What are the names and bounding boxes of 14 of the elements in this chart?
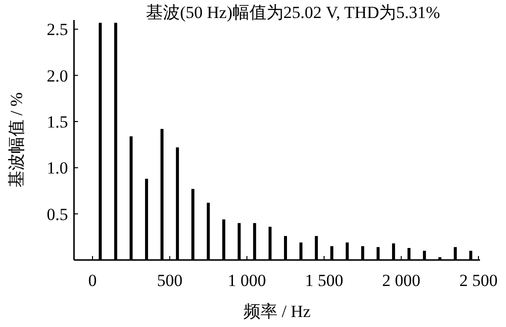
y-tick-label: 2.5	[46, 20, 68, 40]
y-tick-label: 0.5	[46, 204, 68, 224]
chart-title: 基波(50 Hz)幅值为25.02 V, THD为5.31%	[146, 3, 440, 22]
x-tick-label: 500	[156, 271, 182, 290]
x-tick-label: 0	[88, 271, 97, 290]
y-tick-label: 2.0	[46, 66, 68, 86]
x-axis-title: 频率 / Hz	[243, 302, 311, 321]
x-tick-label: 2 500	[459, 271, 498, 290]
x-tick-label: 1 500	[304, 271, 344, 290]
y-tick-label: 1.0	[46, 158, 68, 178]
x-tick-label: 1 000	[228, 271, 266, 290]
y-tick-label: 1.5	[46, 112, 68, 132]
y-axis-title: 基波幅值 / %	[7, 92, 26, 188]
x-tick-label: 2 000	[382, 271, 420, 290]
